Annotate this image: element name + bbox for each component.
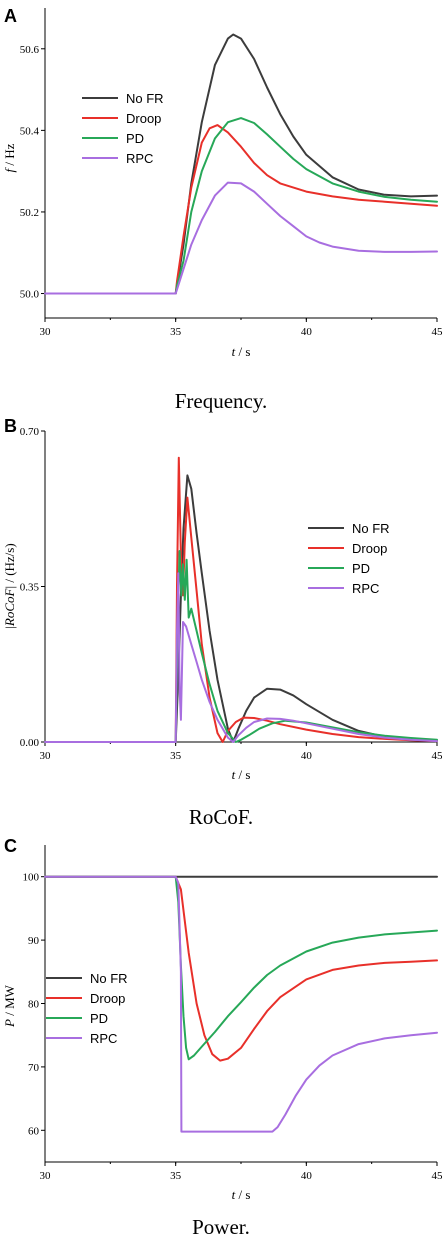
x-tick-label: 30 — [40, 750, 52, 762]
x-tick-label: 45 — [432, 326, 443, 338]
chart-panel-c: C 30 35 40 45 60 70 80 90 100 t / s P / MW No FR Droo… — [2, 836, 443, 1239]
x-tick-label: 35 — [170, 1170, 182, 1182]
legend: No FR Droop PD RPC — [308, 521, 390, 596]
y-tick-label: 100 — [23, 872, 40, 884]
series-line-rpc — [44, 181, 438, 295]
y-axis-variable: RoCoF — [2, 587, 17, 627]
y-tick-label: 0.70 — [20, 426, 40, 438]
legend-entry: Droop — [126, 111, 161, 126]
series-line-pd — [44, 117, 438, 295]
y-tick-label: 50.4 — [20, 125, 40, 137]
axis-frame — [44, 8, 437, 319]
panel-letter: A — [4, 6, 17, 26]
panel-caption: RoCoF. — [189, 805, 253, 829]
series-line-pd — [44, 550, 438, 743]
panel-caption: Power. — [192, 1215, 250, 1239]
x-tick-label: 30 — [40, 326, 52, 338]
x-tick-label: 30 — [40, 1170, 52, 1182]
y-axis-variable: f — [2, 166, 17, 172]
y-tick-label: 50.6 — [20, 44, 40, 56]
legend-entry: PD — [90, 1011, 108, 1026]
series-line-rpc — [44, 572, 438, 743]
x-axis-variable: t — [232, 1187, 236, 1202]
legend: No FR Droop PD RPC — [46, 971, 128, 1046]
series-line-droop — [44, 875, 438, 1062]
x-axis-unit: / s — [235, 767, 250, 782]
chart-panel-a: A 30 35 40 45 50.0 50.2 50.4 50.6 t / s f / Hz No F… — [2, 6, 443, 413]
legend-entry: Droop — [352, 541, 387, 556]
y-axis-unit: / MW — [2, 984, 17, 1019]
x-axis-unit: / s — [235, 344, 250, 359]
legend-entry: No FR — [126, 91, 164, 106]
series-line-droop — [44, 124, 438, 295]
x-axis-label: t / s — [232, 1187, 251, 1202]
legend-entry: No FR — [90, 971, 128, 986]
y-tick-label: 0.35 — [20, 582, 40, 594]
x-axis-variable: t — [232, 344, 236, 359]
x-axis-label: t / s — [232, 767, 251, 782]
y-tick-label: 90 — [28, 935, 40, 947]
y-tick-label: 80 — [28, 999, 40, 1011]
x-tick-label: 45 — [432, 750, 443, 762]
legend-entry: PD — [352, 561, 370, 576]
series-line-no-fr — [44, 474, 438, 743]
y-tick-label: 70 — [28, 1062, 40, 1074]
y-axis-variable: P — [2, 1019, 17, 1028]
y-axis-label: P / MW — [2, 984, 17, 1028]
y-axis-unit: | / (Hz/s) — [2, 543, 17, 588]
y-axis-label: f / Hz — [2, 143, 17, 172]
x-axis-variable: t — [232, 767, 236, 782]
series-line-no-fr — [44, 33, 438, 295]
y-tick-label: 50.2 — [20, 207, 39, 219]
y-tick-label: 0.00 — [20, 737, 40, 749]
series-line-droop — [44, 456, 438, 743]
x-tick-label: 40 — [301, 750, 313, 762]
panel-letter: B — [4, 416, 17, 436]
x-tick-label: 40 — [301, 1170, 313, 1182]
series-line-rpc — [44, 875, 438, 1133]
legend-entry: Droop — [90, 991, 125, 1006]
legend-entry: RPC — [90, 1031, 117, 1046]
legend-entry: No FR — [352, 521, 390, 536]
x-tick-label: 35 — [170, 326, 182, 338]
legend-entry: RPC — [352, 581, 379, 596]
y-axis-prefix: | — [2, 626, 17, 629]
legend: No FR Droop PD RPC — [82, 91, 164, 166]
legend-entry: PD — [126, 131, 144, 146]
y-axis-unit: / Hz — [2, 143, 17, 169]
x-axis-label: t / s — [232, 344, 251, 359]
x-tick-label: 45 — [432, 1170, 443, 1182]
x-tick-label: 40 — [301, 326, 313, 338]
x-tick-label: 35 — [170, 750, 182, 762]
y-tick-label: 60 — [28, 1125, 40, 1137]
y-tick-label: 50.0 — [20, 289, 40, 301]
legend-entry: RPC — [126, 151, 153, 166]
y-axis-label: |RoCoF| / (Hz/s) — [2, 543, 17, 628]
panel-caption: Frequency. — [175, 389, 268, 413]
chart-panel-b: B 30 35 40 45 0.00 0.35 0.70 t / s |RoCoF| / (Hz/… — [2, 416, 443, 829]
x-axis-unit: / s — [235, 1187, 250, 1202]
panel-letter: C — [4, 836, 17, 856]
